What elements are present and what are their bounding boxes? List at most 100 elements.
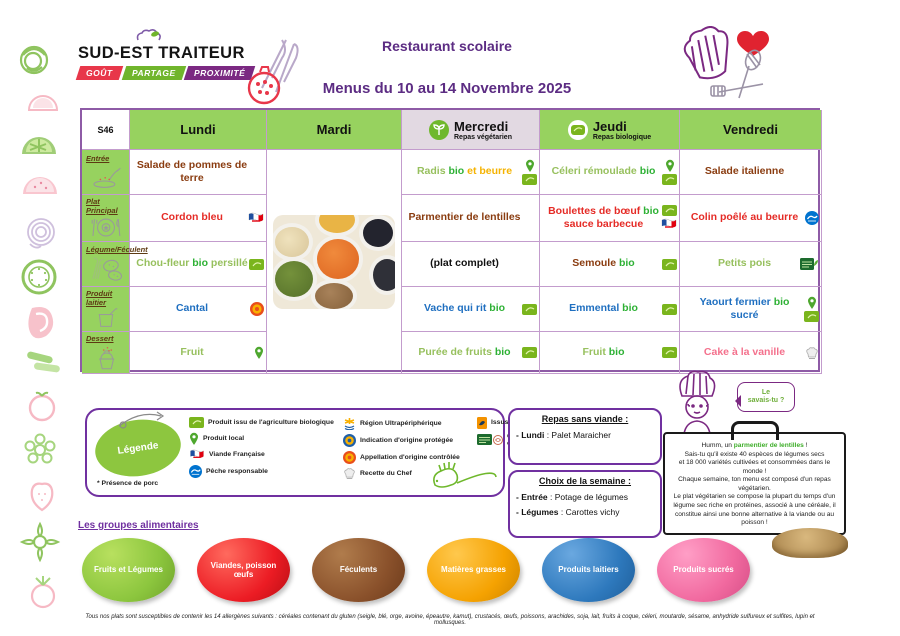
menu-lundi-laitier: Cantal bbox=[130, 287, 267, 332]
day-header-mardi: Mardi bbox=[267, 110, 402, 150]
mardi-holiday-cell bbox=[267, 150, 402, 374]
tomato-doodle-icon bbox=[28, 391, 56, 422]
group-viandes: Viandes, poisson œufs bbox=[197, 538, 290, 602]
legend-title: Légende bbox=[116, 439, 160, 457]
fairtrade-icon bbox=[477, 417, 487, 429]
badge-gout: GOÛT bbox=[75, 66, 123, 80]
brand-name: SUD-EST TRAITEUR bbox=[78, 44, 245, 62]
menu-mercredi-legume: (plat complet) bbox=[402, 242, 540, 287]
chef-hat-icon bbox=[343, 468, 356, 479]
local-pin-icon bbox=[525, 159, 534, 172]
info-line-2: Sais-tu qu'il existe 40 espèces de légum… bbox=[684, 450, 825, 458]
french-flag-icon bbox=[248, 212, 264, 222]
day-header-mercredi: Mercredi Repas végétarien bbox=[402, 110, 540, 150]
course-label-legume: Légume/Féculent bbox=[82, 242, 148, 287]
eu-organic-icon bbox=[522, 303, 537, 315]
local-pin-icon bbox=[255, 346, 263, 359]
french-flag-icon bbox=[661, 218, 677, 228]
eu-organic-icon bbox=[804, 311, 819, 322]
aoc-icon bbox=[343, 451, 356, 464]
menu-jeudi-plat: Boulettes de bœuf bio sauce barbecue bbox=[540, 195, 680, 242]
group-produits-laitiers: Produits laitiers bbox=[542, 538, 635, 602]
zucchini-doodle-icon bbox=[27, 351, 60, 373]
menu-vendredi-plat: Colin poêlé au beurre bbox=[680, 195, 822, 242]
page-subheader: Menus du 10 au 14 Novembre 2025 bbox=[287, 80, 607, 97]
savais-tu-line2: savais-tu ? bbox=[747, 397, 785, 404]
tomato-slice-doodle-icon bbox=[27, 95, 59, 111]
menu-mercredi-entree: Radis bio et beurre bbox=[402, 150, 540, 195]
legumes-photo bbox=[273, 214, 395, 309]
local-pin-icon bbox=[189, 432, 199, 445]
choix-semaine-legumes: - Légumes : Carottes vichy bbox=[516, 507, 620, 517]
brand-badges: GOÛT PARTAGE PROXIMITÉ bbox=[75, 66, 256, 80]
savais-tu-line1: Le bbox=[761, 388, 771, 396]
week-code: S46 bbox=[82, 110, 130, 150]
info-line-1: Humm, un parmentier de lentilles ! bbox=[701, 442, 808, 449]
menu-lundi-dessert: Fruit bbox=[130, 332, 267, 374]
msc-fish-icon bbox=[189, 465, 202, 478]
entree-course-icon bbox=[92, 167, 121, 188]
vegetarian-meal-icon bbox=[429, 119, 449, 140]
day-header-vendredi: Vendredi bbox=[680, 110, 822, 150]
flower2-doodle-icon bbox=[19, 521, 61, 563]
legend-item: Indication d'origine protégée bbox=[343, 434, 471, 447]
chef-hat-heart-whisk-icon bbox=[683, 26, 769, 99]
group-matieres-grasses: Matières grasses bbox=[427, 538, 520, 602]
menu-lundi-legume: Chou-fleur bio persillé bbox=[130, 242, 267, 287]
lentil-pile-photo bbox=[772, 528, 848, 558]
group-feculents: Féculents bbox=[312, 538, 405, 602]
eu-organic-icon bbox=[662, 174, 677, 185]
organic-meal-icon bbox=[567, 119, 588, 140]
legend-item: Pêche responsable bbox=[189, 465, 337, 478]
igp-icon bbox=[343, 434, 356, 447]
meat-doodle-icon bbox=[28, 307, 54, 339]
page-title: Restaurant scolaire bbox=[382, 38, 512, 54]
eu-organic-icon bbox=[522, 174, 537, 185]
logo-sprout-icon bbox=[136, 29, 161, 41]
left-decorative-strip bbox=[0, 0, 70, 636]
env-cert-icon bbox=[477, 434, 503, 446]
allergens-note: Tous nos plats sont susceptibles de cont… bbox=[85, 614, 815, 626]
choix-semaine-box: Choix de la semaine : - Entrée : Potage … bbox=[508, 470, 662, 538]
repas-sans-viande-box: Repas sans viande : - Lundi : Palet Mara… bbox=[508, 408, 662, 465]
legume-course-icon bbox=[91, 257, 122, 281]
repas-sans-viande-title: Repas sans viande : bbox=[541, 414, 629, 424]
menu-jeudi-entree: Céleri rémoulade bio bbox=[540, 150, 680, 195]
group-fruits-legumes: Fruits et Légumes bbox=[82, 538, 175, 602]
eu-organic-icon bbox=[249, 258, 264, 270]
menu-jeudi-laitier: Emmental bio bbox=[540, 287, 680, 332]
menu-table: S46 Lundi Mardi Mercredi Repas végétarien… bbox=[80, 108, 822, 374]
plat-course-icon bbox=[91, 218, 120, 237]
flower-doodle-icon bbox=[24, 433, 56, 464]
strawberry-doodle-icon bbox=[30, 482, 54, 512]
groups-heading: Les groupes alimentaires bbox=[78, 520, 199, 531]
laitier-course-icon bbox=[98, 308, 118, 327]
menu-vendredi-entree: Salade italienne bbox=[680, 150, 822, 195]
eu-organic-icon bbox=[661, 205, 677, 216]
brand-logo: SUD-EST TRAITEUR GOÛT PARTAGE PROXIMITÉ bbox=[75, 28, 256, 80]
cabbage-doodle-icon bbox=[19, 45, 49, 75]
menu-vendredi-laitier: Yaourt fermier bio sucré bbox=[680, 287, 822, 332]
legend-item: Produit local bbox=[189, 432, 337, 445]
bag-handle bbox=[730, 421, 779, 440]
eu-organic-icon bbox=[522, 347, 537, 358]
radish-doodle-icon bbox=[30, 576, 56, 609]
rup-icon bbox=[343, 417, 356, 430]
day-header-lundi: Lundi bbox=[130, 110, 267, 150]
pomegranate-cutlery-icon bbox=[247, 39, 299, 105]
info-line-5: Le plat végétarien se compose la plupart… bbox=[673, 493, 836, 527]
lime-wedge-doodle-icon bbox=[22, 137, 56, 154]
course-label-laitier: Produit laitier bbox=[82, 287, 130, 332]
food-groups-row: Fruits et Légumes Viandes, poisson œufs … bbox=[82, 538, 750, 602]
menu-vendredi-legume: Petits pois bbox=[680, 242, 822, 287]
badge-partage: PARTAGE bbox=[121, 66, 186, 80]
legend-box: Légende Produit issu de l'agriculture bi… bbox=[85, 408, 586, 497]
watermelon-doodle-icon bbox=[23, 177, 57, 194]
menu-jeudi-legume: Semoule bio bbox=[540, 242, 680, 287]
course-label-plat: Plat Principal bbox=[82, 195, 130, 242]
legend-item: Produit issu de l'agriculture biologique bbox=[189, 417, 337, 428]
day-header-jeudi: Jeudi Repas biologique bbox=[540, 110, 680, 150]
aoc-icon bbox=[250, 302, 264, 316]
menu-lundi-entree: Salade de pommes de terre bbox=[130, 150, 267, 195]
msc-fish-icon bbox=[805, 211, 819, 225]
